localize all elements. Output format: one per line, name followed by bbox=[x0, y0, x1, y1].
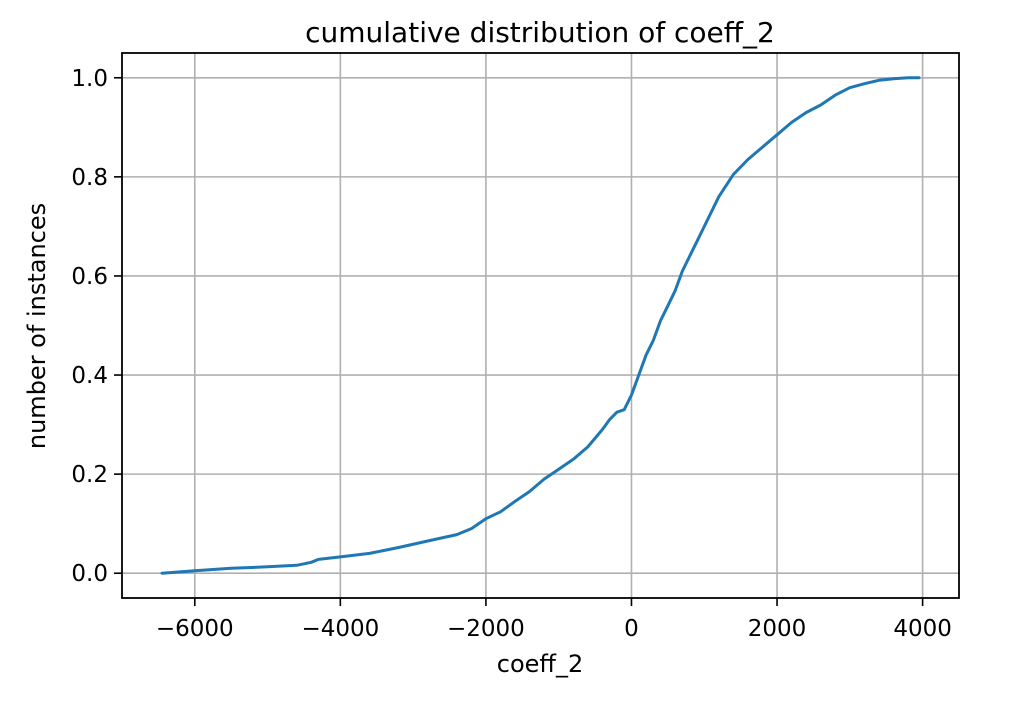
y-axis-label: number of instances bbox=[23, 203, 51, 449]
x-tick-label: −2000 bbox=[447, 616, 525, 642]
x-tick-label: 2000 bbox=[748, 616, 807, 642]
grid bbox=[122, 53, 959, 598]
x-tick-label: −6000 bbox=[156, 616, 234, 642]
y-tick-label: 0.4 bbox=[71, 363, 108, 389]
x-axis: −6000 −4000 −2000 0 2000 4000 bbox=[156, 598, 952, 642]
y-tick-label: 0.0 bbox=[71, 561, 108, 587]
plot-area bbox=[160, 76, 921, 575]
x-tick-label: 0 bbox=[624, 616, 639, 642]
y-tick-label: 0.6 bbox=[71, 264, 108, 290]
x-axis-label: coeff_2 bbox=[497, 650, 583, 678]
x-tick-label: 4000 bbox=[893, 616, 952, 642]
x-tick-label: −4000 bbox=[301, 616, 379, 642]
y-tick-label: 0.2 bbox=[71, 462, 108, 488]
axes-frame bbox=[121, 52, 960, 599]
y-axis: 0.0 0.2 0.4 0.6 0.8 1.0 bbox=[71, 66, 122, 587]
chart-title: cumulative distribution of coeff_2 bbox=[305, 16, 775, 49]
cdf-series-line bbox=[160, 76, 921, 575]
y-tick-label: 1.0 bbox=[71, 66, 108, 92]
y-tick-label: 0.8 bbox=[71, 165, 108, 191]
